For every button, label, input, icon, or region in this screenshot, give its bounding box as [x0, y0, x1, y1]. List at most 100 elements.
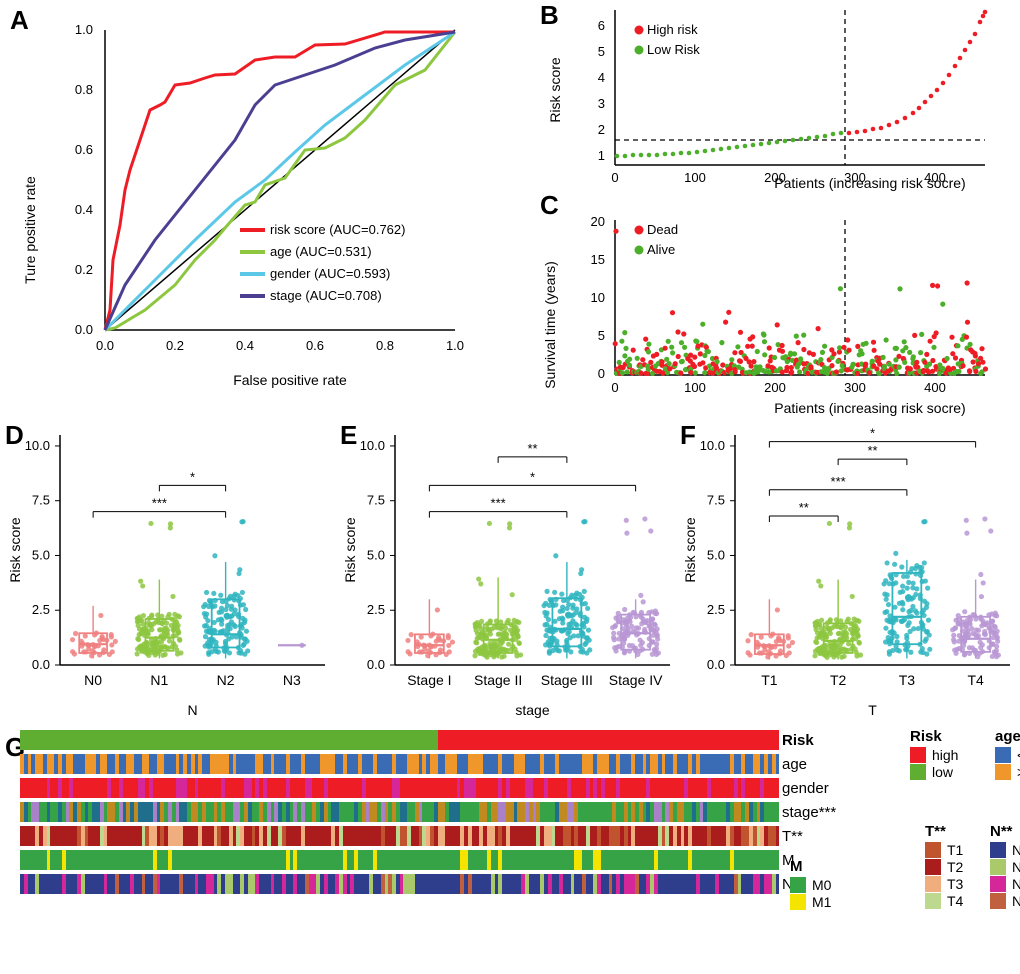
svg-text:0: 0 — [611, 170, 618, 185]
svg-text:0.4: 0.4 — [75, 202, 93, 217]
svg-text:100: 100 — [684, 170, 706, 185]
svg-text:1: 1 — [598, 148, 605, 163]
svg-text:*: * — [190, 469, 195, 484]
legend-swatch-M0 — [790, 877, 806, 893]
svg-text:gender (AUC=0.593): gender (AUC=0.593) — [270, 266, 390, 281]
svg-text:1.0: 1.0 — [75, 22, 93, 37]
legend-swatch-N2 — [990, 876, 1006, 892]
svg-text:0.4: 0.4 — [236, 338, 254, 353]
svg-text:2.5: 2.5 — [32, 602, 50, 617]
svg-text:*: * — [530, 469, 535, 484]
svg-text:Stage II: Stage II — [474, 672, 522, 688]
legend-item-N-N1: N1 — [990, 859, 1020, 875]
legend-item-age-65: >65 — [995, 764, 1020, 780]
svg-text:0: 0 — [611, 380, 618, 395]
panel-b-legend: High risk Low Risk — [635, 22, 701, 57]
panel-a-xlabel: False positive rate — [233, 372, 347, 388]
svg-text:***: *** — [152, 496, 167, 511]
legend-text-M0: M0 — [812, 877, 831, 893]
legend-item-M-M0: M0 — [790, 877, 831, 893]
svg-text:100: 100 — [684, 380, 706, 395]
legend-item-T-T4: T4 — [925, 893, 963, 909]
svg-text:age (AUC=0.531): age (AUC=0.531) — [270, 244, 372, 259]
svg-text:Alive: Alive — [647, 242, 675, 257]
svg-text:Risk score: Risk score — [682, 517, 698, 583]
svg-text:N3: N3 — [283, 672, 301, 688]
svg-text:6: 6 — [598, 18, 605, 33]
panel-a-xticks: 0.0 0.2 0.4 0.6 0.8 1.0 — [96, 338, 464, 353]
legend-text-T1: T1 — [947, 842, 963, 858]
svg-text:10.0: 10.0 — [700, 438, 725, 453]
svg-text:10: 10 — [591, 290, 605, 305]
svg-text:300: 300 — [844, 380, 866, 395]
svg-text:3: 3 — [598, 96, 605, 111]
legend-text-low: low — [932, 764, 953, 780]
legend-T: T** T1 T2 T3 T4 — [925, 823, 963, 910]
legend-item-T-T3: T3 — [925, 876, 963, 892]
legend-swatch-T2 — [925, 859, 941, 875]
svg-text:*: * — [870, 426, 875, 441]
svg-text:5.0: 5.0 — [32, 547, 50, 562]
legend-swatch-N0 — [990, 842, 1006, 858]
heatmap-row-stage — [20, 802, 780, 822]
panel-b-low-risk-points — [615, 131, 844, 159]
legend-item-N-N2: N2 — [990, 876, 1020, 892]
legend-text-T2: T2 — [947, 859, 963, 875]
svg-text:15: 15 — [591, 252, 605, 267]
svg-text:5: 5 — [598, 328, 605, 343]
svg-text:7.5: 7.5 — [707, 493, 725, 508]
heatmap-legend-root: Riskhighlowage<=65>65genderFEMALEMALET**… — [790, 728, 1020, 960]
svg-text:**: ** — [527, 441, 537, 456]
panel-c-ylabel: Survival time (years) — [542, 261, 558, 389]
svg-text:400: 400 — [924, 380, 946, 395]
svg-text:20: 20 — [591, 215, 605, 229]
svg-text:Dead: Dead — [647, 222, 678, 237]
legend-Risk: Risk high low — [910, 728, 958, 781]
svg-text:***: *** — [831, 474, 846, 489]
svg-text:0.8: 0.8 — [376, 338, 394, 353]
legend-text-N3: N3 — [1012, 893, 1020, 909]
legend-swatch-T1 — [925, 842, 941, 858]
heatmap-row-Risk — [20, 730, 780, 750]
svg-text:Stage III: Stage III — [541, 672, 593, 688]
panel-e-boxplot: 0.02.55.07.510.0Stage I Stage II Stage III… — [340, 420, 680, 720]
svg-text:0.2: 0.2 — [75, 262, 93, 277]
legend-age: age<=65>65 — [995, 728, 1020, 781]
panel-c-legend: Dead Alive — [635, 222, 679, 257]
svg-text:7.5: 7.5 — [367, 493, 385, 508]
svg-text:0.0: 0.0 — [367, 657, 385, 672]
legend-text-high: high — [932, 747, 958, 763]
panel-b-high-risk-points — [847, 10, 988, 136]
legend-text-T3: T3 — [947, 876, 963, 892]
svg-text:0.6: 0.6 — [306, 338, 324, 353]
svg-text:**: ** — [799, 500, 809, 515]
svg-text:N2: N2 — [217, 672, 235, 688]
svg-text:***: *** — [491, 496, 506, 511]
svg-text:T: T — [868, 702, 877, 718]
svg-text:risk score (AUC=0.762): risk score (AUC=0.762) — [270, 222, 405, 237]
panel-b-yticks: 1 2 3 4 5 6 — [598, 18, 605, 163]
legend-title-T: T** — [925, 823, 963, 840]
heatmap-row-T — [20, 826, 780, 846]
svg-text:T1: T1 — [761, 672, 778, 688]
svg-text:0.0: 0.0 — [32, 657, 50, 672]
panel-c-yticks: 0 5 10 15 20 — [591, 215, 605, 381]
svg-text:2.5: 2.5 — [367, 602, 385, 617]
svg-text:7.5: 7.5 — [32, 493, 50, 508]
legend-swatch-low — [910, 764, 926, 780]
svg-text:0.8: 0.8 — [75, 82, 93, 97]
legend-M: M M0 M1 — [790, 858, 831, 911]
svg-text:Stage IV: Stage IV — [609, 672, 663, 688]
legend-title-M: M — [790, 858, 831, 875]
svg-text:10.0: 10.0 — [25, 438, 50, 453]
legend-item-T-T1: T1 — [925, 842, 963, 858]
panel-a-ylabel: Ture positive rate — [22, 176, 38, 284]
legend-swatch-M1 — [790, 894, 806, 910]
svg-text:200: 200 — [764, 380, 786, 395]
legend-text-T4: T4 — [947, 893, 963, 909]
panel-b-ylabel: Risk score — [547, 57, 563, 123]
panel-c-xlabel: Patients (increasing risk socre) — [720, 400, 1020, 416]
panel-a-roc-chart: 0.0 0.2 0.4 0.6 0.8 1.0 0.0 0.2 0.4 0.6 … — [10, 0, 510, 400]
